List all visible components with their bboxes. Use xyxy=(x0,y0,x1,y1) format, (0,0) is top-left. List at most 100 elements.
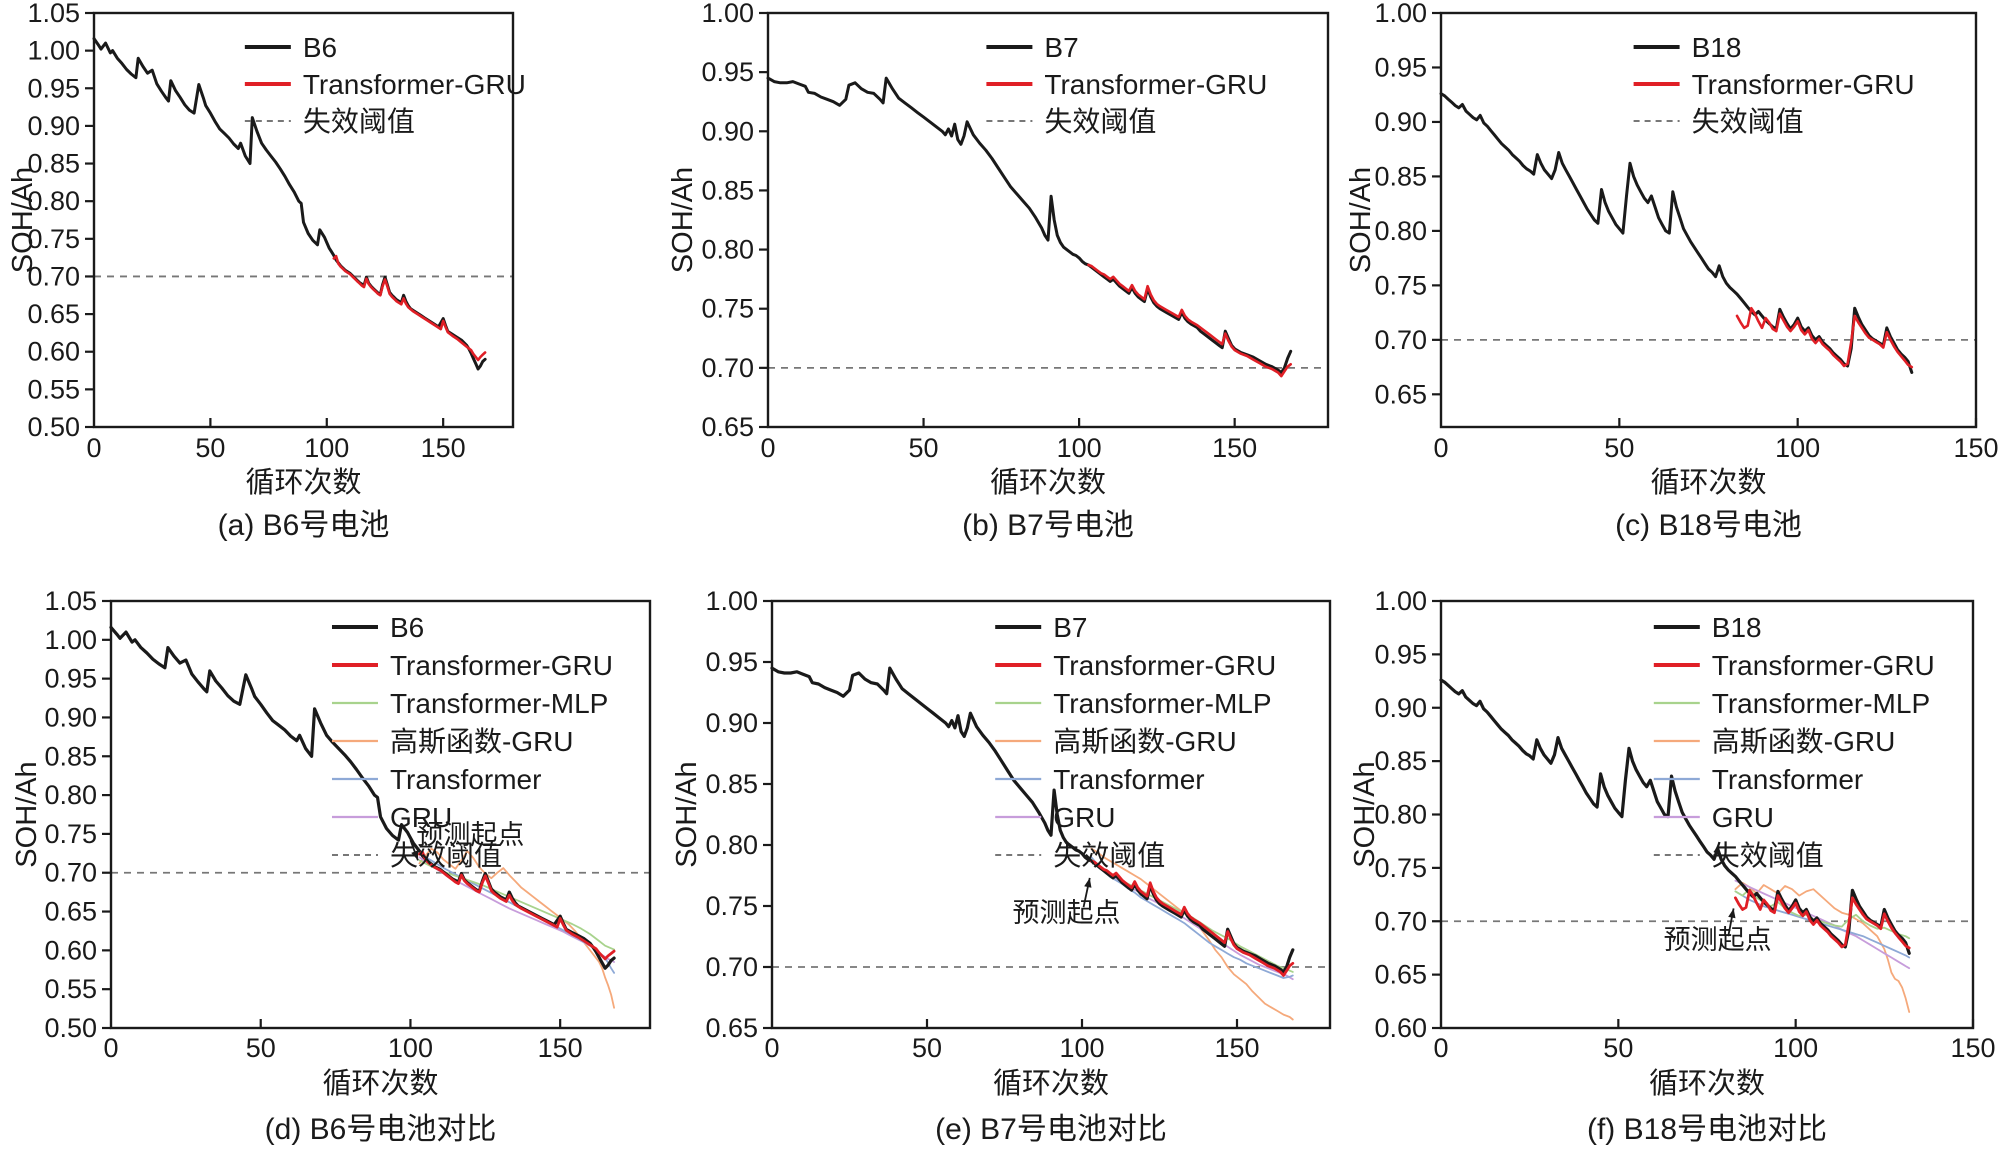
panel-c: 0.65 0.70 0.75 0.80 0.85 0.90 0.95 1.00 0 50 100 15… xyxy=(1340,0,2001,565)
legend-label: GRU xyxy=(1053,802,1115,833)
annotation-label: 预测起点 xyxy=(1664,925,1772,955)
x-tick-label: 0 xyxy=(1433,433,1448,463)
y-tick-label: 0.55 xyxy=(44,974,97,1004)
y-tick-label: 0.60 xyxy=(44,935,97,965)
series-line-Transformer-GRU xyxy=(1089,859,1295,977)
x-axis-label: 循环次数 xyxy=(1649,1067,1765,1100)
plot-box xyxy=(766,11,1330,429)
panel-a: 0.50 0.55 0.60 0.65 0.70 0.75 0.80 0.85 0.90 0.95… xyxy=(0,0,660,565)
y-tick-label: 0.60 xyxy=(27,337,80,367)
chart-panel-d: 0.50 0.55 0.60 0.65 0.70 0.75 0.80 0.85 0.90 0.95… xyxy=(11,586,652,1146)
y-tick-label: 0.65 xyxy=(1374,379,1427,409)
y-tick-label: 1.00 xyxy=(27,36,80,66)
y-tick-label: 0.85 xyxy=(1374,746,1427,776)
x-tick-label: 100 xyxy=(1059,1033,1104,1063)
x-tick-label: 100 xyxy=(388,1033,433,1063)
series-line-B7 xyxy=(770,666,1295,974)
x-tick-label: 50 xyxy=(909,433,939,463)
x-axis-label: 循环次数 xyxy=(322,1067,438,1100)
y-tick-label: 0.65 xyxy=(44,897,97,927)
x-tick-label: 150 xyxy=(421,433,466,463)
y-tick-label: 1.00 xyxy=(44,625,97,655)
y-tick-label: 0.75 xyxy=(705,891,758,921)
panel-e: 0.65 0.70 0.75 0.80 0.85 0.90 0.95 1.00 0 50 100 15… xyxy=(660,560,1340,1151)
y-axis-label: SOH/Ah xyxy=(1349,761,1381,867)
y-tick-label: 0.60 xyxy=(1374,1013,1427,1043)
y-tick-label: 0.70 xyxy=(1374,325,1427,355)
y-tick-label: 1.05 xyxy=(27,0,80,28)
y-axis-label: SOH/Ah xyxy=(7,167,39,273)
plot-box xyxy=(1439,11,1978,429)
legend-label: Transformer xyxy=(1053,764,1204,795)
y-tick-label: 0.85 xyxy=(27,149,80,179)
y-tick-label: 1.00 xyxy=(701,0,754,28)
series-line-Transformer-MLP xyxy=(1090,858,1294,973)
y-tick-label: 1.00 xyxy=(1374,586,1427,616)
y-tick-label: 0.65 xyxy=(701,412,754,442)
annotation-label: 预测起点 xyxy=(416,820,524,850)
y-tick-label: 0.70 xyxy=(27,261,80,291)
y-tick-label: 0.80 xyxy=(44,780,97,810)
annotation-label: 预测起点 xyxy=(1013,898,1121,928)
y-tick-label: 0.85 xyxy=(1374,161,1427,191)
legend-label: Transformer xyxy=(390,764,541,795)
y-tick-label: 0.90 xyxy=(27,111,80,141)
y-axis-label: SOH/Ah xyxy=(11,761,43,867)
plot-box xyxy=(92,11,515,429)
y-tick-label: 0.85 xyxy=(701,175,754,205)
plot-box xyxy=(109,599,652,1030)
annotation-arrowhead xyxy=(411,850,419,861)
series-line-Transformer-GRU xyxy=(1087,263,1293,378)
legend-label: B7 xyxy=(1044,32,1078,63)
x-tick-label: 100 xyxy=(1773,1033,1818,1063)
legend-label: 高斯函数-GRU xyxy=(1053,726,1237,757)
y-tick-label: 0.90 xyxy=(1374,107,1427,137)
x-tick-label: 150 xyxy=(1214,1033,1259,1063)
panel-caption: (f) B18号电池对比 xyxy=(1587,1113,1827,1146)
y-tick-label: 0.80 xyxy=(705,830,758,860)
x-tick-label: 50 xyxy=(195,433,225,463)
y-tick-label: 0.65 xyxy=(705,1013,758,1043)
y-tick-label: 0.80 xyxy=(701,235,754,265)
series-line-Transformer-MLP xyxy=(418,859,615,951)
x-tick-label: 0 xyxy=(86,433,101,463)
x-tick-label: 50 xyxy=(912,1033,942,1063)
y-tick-label: 0.95 xyxy=(701,57,754,87)
plot-box xyxy=(770,599,1332,1030)
y-tick-label: 0.70 xyxy=(1374,906,1427,936)
y-tick-label: 0.90 xyxy=(705,708,758,738)
x-tick-label: 100 xyxy=(1775,433,1820,463)
y-tick-label: 0.95 xyxy=(1374,639,1427,669)
series-line-GRU xyxy=(1734,879,1911,970)
x-tick-label: 50 xyxy=(1603,1033,1633,1063)
panel-caption: (a) B6号电池 xyxy=(218,509,390,542)
legend-label: 失效阈值 xyxy=(1044,106,1156,137)
x-tick-label: 50 xyxy=(1604,433,1634,463)
legend-label: Transformer-MLP xyxy=(1053,688,1271,719)
annotation-arrowhead xyxy=(1728,908,1736,919)
x-tick-label: 150 xyxy=(538,1033,583,1063)
y-tick-label: 0.65 xyxy=(1374,960,1427,990)
chart-panel-c: 0.65 0.70 0.75 0.80 0.85 0.90 0.95 1.00 0 50 100 15… xyxy=(1345,0,1999,542)
series-line-Transformer-GRU xyxy=(332,254,487,362)
x-tick-label: 150 xyxy=(1953,433,1998,463)
y-tick-label: 0.90 xyxy=(701,116,754,146)
chart-panel-f: 0.60 0.65 0.70 0.75 0.80 0.85 0.90 0.95 1.00 0 50 1… xyxy=(1349,586,1996,1146)
legend-label: Transformer-MLP xyxy=(1712,688,1930,719)
y-tick-label: 0.90 xyxy=(44,702,97,732)
y-tick-label: 0.90 xyxy=(1374,693,1427,723)
y-tick-label: 0.50 xyxy=(27,412,80,442)
y-tick-label: 0.75 xyxy=(27,224,80,254)
chart-panel-b: 0.65 0.70 0.75 0.80 0.85 0.90 0.95 1.00 0 50 100 15… xyxy=(667,0,1330,542)
panel-caption: (e) B7号电池对比 xyxy=(935,1113,1167,1146)
legend-label: GRU xyxy=(390,802,452,833)
y-tick-label: 0.75 xyxy=(44,819,97,849)
y-tick-label: 1.00 xyxy=(1374,0,1427,28)
x-axis-label: 循环次数 xyxy=(993,1067,1109,1100)
y-tick-label: 0.95 xyxy=(1374,52,1427,82)
panel-f: 0.60 0.65 0.70 0.75 0.80 0.85 0.90 0.95 1.00 0 50 1… xyxy=(1340,560,2001,1151)
legend-label: B6 xyxy=(303,32,337,63)
y-tick-label: 0.85 xyxy=(705,769,758,799)
series-line-Transformer-GRU xyxy=(417,850,616,961)
